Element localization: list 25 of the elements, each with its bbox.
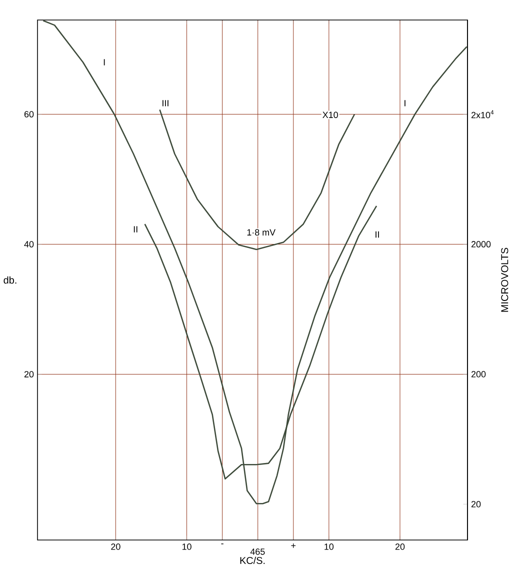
x-tick-label: 10 <box>182 544 192 550</box>
line-series <box>159 109 356 250</box>
x-tick-label: + <box>291 544 296 548</box>
y2-tick-label: 20 <box>472 500 481 508</box>
annotation: II <box>134 226 138 232</box>
y2-axis-title: MICROVOLTS <box>501 248 508 312</box>
line-series <box>144 205 378 480</box>
annotation: II <box>376 231 380 238</box>
y-tick-label: 40 <box>24 241 34 248</box>
y-axis-title: db. <box>4 276 17 284</box>
annotation: 1·8 mV <box>248 229 276 236</box>
annotation: I <box>404 100 406 106</box>
annotation: III <box>162 100 169 106</box>
annotation: I <box>104 59 105 66</box>
x-tick-label: 20 <box>396 544 405 550</box>
y2-tick-label: 2000 <box>472 241 491 248</box>
y-tick-label: 20 <box>24 371 34 378</box>
y-tick-label: 60 <box>24 111 34 118</box>
y2-tick-label: 2x10$^{4}$ <box>472 110 494 118</box>
x-tick-label: 10 <box>324 544 334 550</box>
x-axis-title: KC/S. <box>240 556 265 564</box>
annotation: X10 <box>322 112 338 118</box>
y2-tick-label: 200 <box>472 371 486 378</box>
x-tick-label: 20 <box>111 544 121 550</box>
text: 465 <box>250 548 266 555</box>
